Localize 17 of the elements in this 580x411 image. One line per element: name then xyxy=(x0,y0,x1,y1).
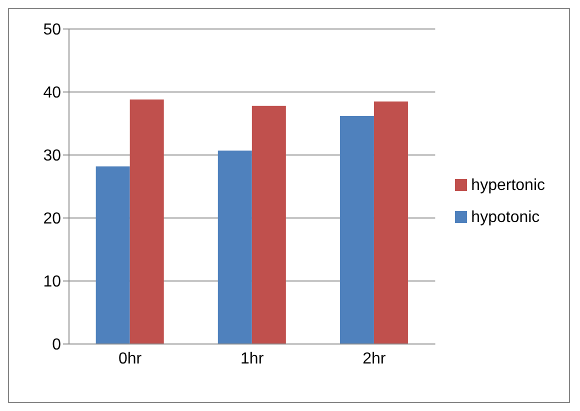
y-tick-label: 0 xyxy=(52,336,62,354)
legend-label: hypertonic xyxy=(471,176,545,194)
x-tick-label: 2hr xyxy=(362,350,386,368)
bar xyxy=(252,106,286,344)
bar xyxy=(130,100,164,344)
bar xyxy=(218,150,252,344)
bar xyxy=(340,116,374,344)
bar xyxy=(96,166,130,344)
x-tick-label: 0hr xyxy=(118,350,142,368)
y-tick-label: 50 xyxy=(43,22,62,39)
x-tick-label: 1hr xyxy=(240,350,264,368)
legend-label: hypotonic xyxy=(471,208,540,226)
y-tick-label: 20 xyxy=(43,210,62,228)
y-tick-label: 10 xyxy=(43,274,62,291)
y-tick-label: 40 xyxy=(43,84,62,102)
y-tick-label: 30 xyxy=(43,148,62,165)
bar xyxy=(374,101,408,344)
